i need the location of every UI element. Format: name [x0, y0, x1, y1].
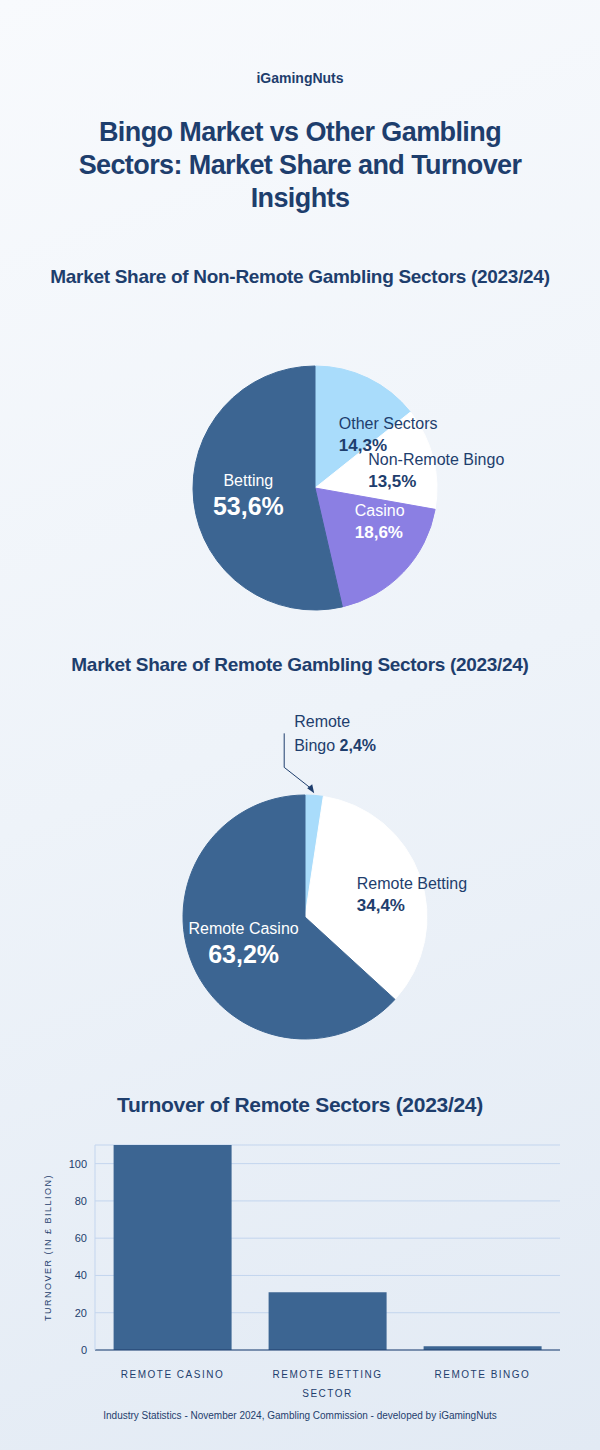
html-text:Market Share of Remote Gamblin: Market Share of Remote Gambling Sectors … — [71, 654, 529, 675]
svg-text:REMOTE BINGO: REMOTE BINGO — [435, 1369, 531, 1380]
svg-text:100: 100 — [69, 1158, 87, 1170]
svg-text:60: 60 — [75, 1232, 87, 1244]
svg-text:20: 20 — [75, 1307, 87, 1319]
svg-text:80: 80 — [75, 1195, 87, 1207]
svg-text:Casino18,6%: Casino18,6% — [355, 502, 405, 542]
svg-text:Remote Betting34,4%: Remote Betting34,4% — [357, 875, 467, 915]
html-text:Industry Statistics - November: Industry Statistics - November 2024, Gam… — [103, 1410, 497, 1421]
html-text:Bingo Market vs Other Gambling: Bingo Market vs Other Gambling Sectors: … — [78, 117, 522, 213]
svg-text:Non-Remote Bingo13,5%: Non-Remote Bingo13,5% — [368, 451, 504, 491]
svg-text:Betting53,6%: Betting53,6% — [213, 472, 284, 520]
svg-text:Remote Casino63,2%: Remote Casino63,2% — [188, 920, 298, 968]
svg-text:0: 0 — [81, 1344, 87, 1356]
html-text:Market Share of Non-Remote Gam: Market Share of Non-Remote Gambling Sect… — [50, 266, 550, 287]
html-text:iGamingNuts: iGamingNuts — [256, 70, 344, 86]
svg-text:REMOTE BETTINGSECTOR: REMOTE BETTINGSECTOR — [273, 1369, 383, 1399]
html-text:Turnover of Remote Sectors (20: Turnover of Remote Sectors (2023/24) — [117, 1093, 483, 1116]
svg-text:RemoteBingo 2,4%: RemoteBingo 2,4% — [294, 713, 376, 754]
svg-text:REMOTE CASINO: REMOTE CASINO — [121, 1369, 224, 1380]
svg-text:TURNOVER (IN £ BILLION): TURNOVER (IN £ BILLION) — [43, 1174, 53, 1321]
svg-text:Other Sectors14,3%: Other Sectors14,3% — [339, 415, 438, 455]
svg-text:40: 40 — [75, 1269, 87, 1281]
